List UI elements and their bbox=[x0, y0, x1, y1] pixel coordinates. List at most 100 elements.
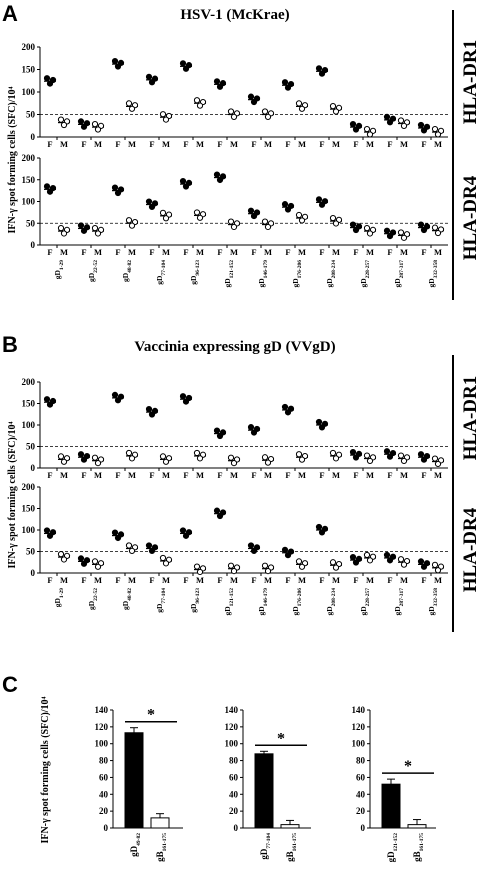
x-sublabel-m: M bbox=[366, 247, 374, 257]
x-sublabel-f: F bbox=[387, 139, 392, 149]
y-tick-label: 100 bbox=[95, 739, 109, 749]
panel-c-letter: C bbox=[2, 672, 18, 697]
y-tick-label: 150 bbox=[22, 399, 36, 409]
data-point-filled bbox=[247, 207, 255, 214]
data-point-open bbox=[94, 459, 102, 467]
data-point-open bbox=[332, 564, 340, 571]
data-point-filled bbox=[182, 65, 190, 72]
x-sublabel-f: F bbox=[387, 575, 392, 585]
data-point-filled bbox=[315, 65, 323, 72]
data-point-filled bbox=[420, 127, 428, 134]
x-sublabel-m: M bbox=[400, 247, 408, 257]
data-point-open bbox=[298, 105, 306, 112]
data-point-filled bbox=[383, 448, 391, 455]
y-tick-label: 100 bbox=[22, 197, 36, 207]
x-category-label: gD208-234 bbox=[325, 588, 337, 616]
y-tick-label: 50 bbox=[26, 218, 36, 228]
x-sublabel-f: F bbox=[217, 470, 222, 480]
x-category-label: gD208-234 bbox=[325, 260, 337, 288]
y-tick-label: 140 bbox=[225, 705, 239, 715]
data-point-filled bbox=[213, 78, 221, 85]
x-sublabel-f: F bbox=[81, 470, 86, 480]
x-sublabel-m: M bbox=[60, 470, 68, 480]
data-point-filled bbox=[77, 222, 85, 229]
data-point-open bbox=[264, 223, 272, 231]
x-sublabel-m: M bbox=[332, 470, 340, 480]
data-point-open bbox=[332, 108, 340, 115]
data-point-filled bbox=[349, 449, 357, 456]
data-point-filled bbox=[315, 523, 323, 531]
x-sublabel-m: M bbox=[60, 575, 68, 585]
data-point-filled bbox=[145, 542, 153, 549]
data-point-open bbox=[295, 100, 303, 107]
data-point-filled bbox=[111, 529, 119, 536]
x-category-label: gB161-175 bbox=[155, 833, 168, 862]
y-tick-label: 0 bbox=[234, 823, 239, 833]
data-point-open bbox=[295, 451, 303, 458]
bar bbox=[150, 817, 170, 829]
y-tick-label: 80 bbox=[356, 756, 366, 766]
x-sublabel-f: F bbox=[81, 575, 86, 585]
x-sublabel-m: M bbox=[230, 575, 238, 585]
data-point-filled bbox=[420, 563, 428, 570]
x-sublabel-m: M bbox=[332, 247, 340, 257]
data-point-open bbox=[329, 559, 337, 566]
panel-a-letter: A bbox=[2, 1, 18, 26]
data-point-filled bbox=[352, 454, 360, 461]
data-point-open bbox=[400, 122, 408, 130]
x-sublabel-f: F bbox=[421, 247, 426, 257]
y-tick-label: 50 bbox=[26, 442, 36, 452]
data-point-open bbox=[295, 211, 303, 219]
x-sublabel-m: M bbox=[298, 139, 306, 149]
data-point-filled bbox=[80, 560, 88, 567]
data-point-open bbox=[227, 218, 235, 225]
data-point-filled bbox=[349, 554, 357, 561]
x-sublabel-m: M bbox=[366, 139, 374, 149]
data-point-open bbox=[125, 217, 133, 224]
data-point-open bbox=[230, 223, 238, 231]
data-point-filled bbox=[216, 176, 224, 184]
data-point-filled bbox=[281, 403, 289, 411]
y-tick-label: 120 bbox=[352, 722, 366, 732]
data-point-filled bbox=[77, 451, 85, 458]
x-sublabel-f: F bbox=[149, 470, 154, 480]
data-point-open bbox=[434, 567, 442, 574]
data-point-filled bbox=[216, 432, 224, 440]
data-point-filled bbox=[383, 113, 391, 121]
x-category-label: gD121-152 bbox=[223, 260, 235, 288]
data-point-filled bbox=[417, 558, 425, 565]
data-point-filled bbox=[179, 527, 187, 534]
data-point-open bbox=[125, 542, 133, 549]
x-category-label: gD77-104 bbox=[155, 260, 167, 285]
x-sublabel-m: M bbox=[162, 247, 170, 257]
data-point-filled bbox=[417, 451, 425, 458]
x-category-label: gD228-257 bbox=[359, 588, 371, 616]
data-point-open bbox=[60, 458, 68, 465]
significance-star: * bbox=[277, 730, 285, 747]
data-point-filled bbox=[349, 121, 357, 128]
data-point-open bbox=[298, 456, 306, 463]
y-tick-label: 200 bbox=[22, 42, 36, 52]
x-category-label: gD228-257 bbox=[359, 260, 371, 288]
data-point-open bbox=[298, 563, 306, 570]
panel-a-side-label-dr1: HLA-DR1 bbox=[460, 40, 480, 124]
y-tick-label: 200 bbox=[22, 482, 36, 492]
data-point-filled bbox=[111, 184, 119, 191]
data-point-open bbox=[91, 454, 99, 461]
data-point-open bbox=[91, 558, 99, 565]
y-tick-label: 0 bbox=[31, 568, 36, 578]
data-point-filled bbox=[182, 398, 190, 405]
data-point-open bbox=[366, 230, 374, 237]
y-tick-label: 80 bbox=[99, 756, 109, 766]
data-point-filled bbox=[386, 453, 394, 460]
bar bbox=[280, 824, 300, 829]
data-point-open bbox=[329, 103, 337, 110]
data-point-open bbox=[94, 563, 102, 570]
data-point-open bbox=[193, 97, 201, 104]
x-sublabel-f: F bbox=[183, 575, 188, 585]
data-point-open bbox=[400, 234, 408, 241]
data-point-open bbox=[227, 454, 235, 461]
data-point-open bbox=[332, 455, 340, 462]
